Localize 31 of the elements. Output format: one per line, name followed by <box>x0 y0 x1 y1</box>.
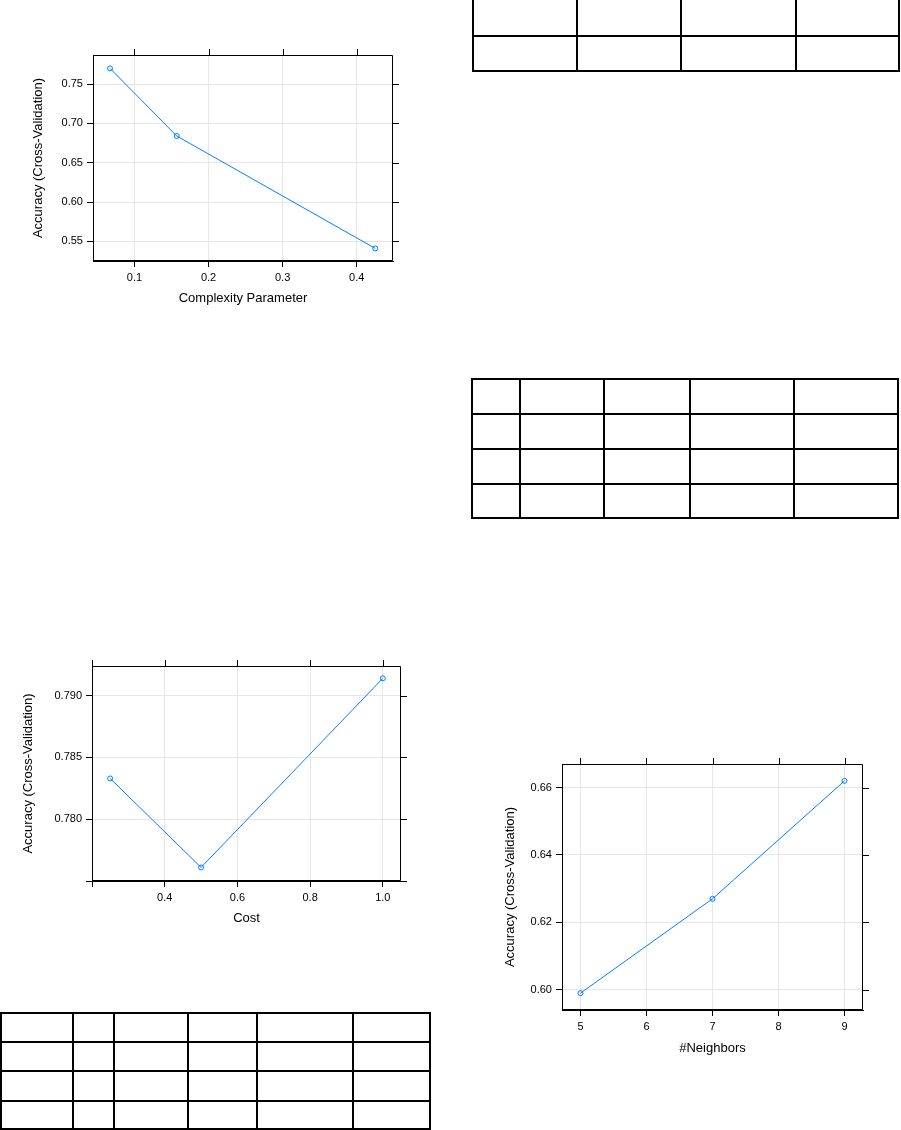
x-axis-title: Complexity Parameter <box>178 289 308 305</box>
x-tick-label: 0.3 <box>274 270 291 283</box>
y-tick-label: 0.60 <box>61 195 83 208</box>
y-tick-label: 0.75 <box>61 77 83 90</box>
x-tick-label: 8 <box>775 1019 782 1032</box>
x-tick-label: 0.1 <box>126 270 143 283</box>
x-axis-title: Cost <box>233 909 261 925</box>
x-tick-label: 0.4 <box>157 890 173 903</box>
y-tick-label: 0.65 <box>61 155 83 168</box>
x-tick-label: 5 <box>577 1019 584 1032</box>
y-axis-title: Accuracy (Cross-Validation) <box>20 693 36 854</box>
y-tick-label: 0.790 <box>54 688 82 701</box>
x-tick-label: 0.8 <box>302 890 318 903</box>
y-tick-label: 0.66 <box>530 780 552 793</box>
y-tick-label: 0.70 <box>61 116 83 129</box>
y-tick-label: 0.780 <box>54 812 82 825</box>
x-tick-label: 1.0 <box>375 890 391 903</box>
y-axis-title: Accuracy (Cross-Validation) <box>502 806 518 968</box>
y-tick-label: 0.62 <box>530 915 552 928</box>
y-tick-label: 0.64 <box>530 848 552 861</box>
y-axis-title: Accuracy (Cross-Validation) <box>30 77 46 239</box>
x-tick-label: 0.6 <box>229 890 246 903</box>
y-tick-label: 0.60 <box>530 982 552 995</box>
y-tick-label: 0.785 <box>54 750 82 763</box>
y-tick-label: 0.55 <box>61 234 83 247</box>
x-tick-label: 6 <box>643 1019 650 1032</box>
x-tick-label: 9 <box>841 1019 848 1032</box>
x-tick-label: 0.4 <box>349 270 365 283</box>
x-tick-label: 7 <box>709 1019 716 1032</box>
x-tick-label: 0.2 <box>200 270 217 283</box>
x-axis-title: #Neighbors <box>679 1039 747 1055</box>
